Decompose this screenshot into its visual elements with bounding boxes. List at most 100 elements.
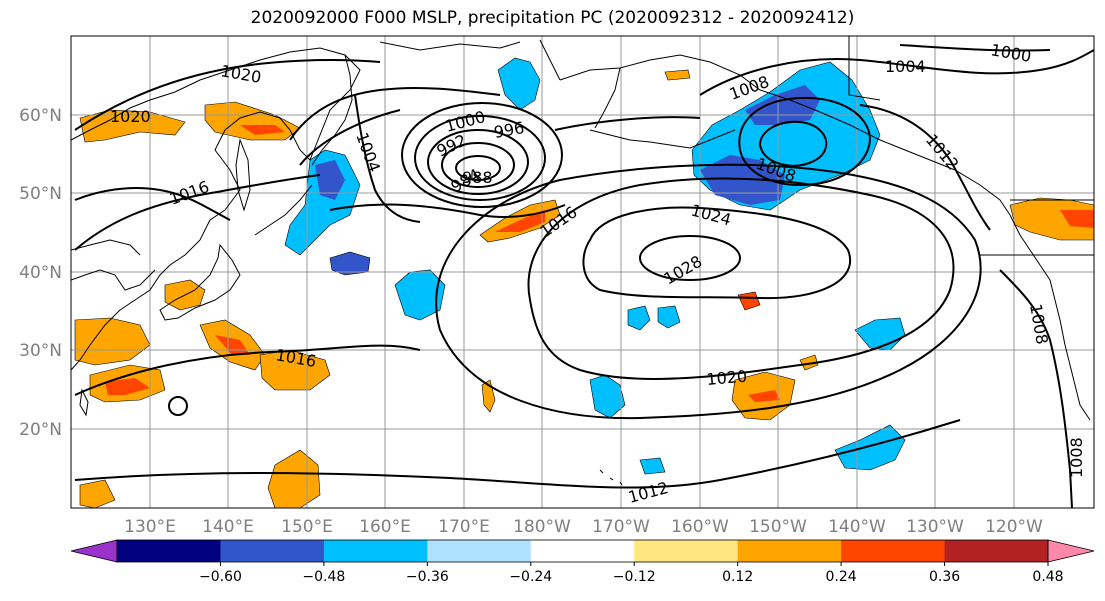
colorbar-tick-label: 0.12 bbox=[722, 569, 753, 585]
precip-red-east bbox=[748, 390, 780, 402]
kuril-coast bbox=[254, 184, 313, 236]
precip-orange-small5 bbox=[79, 479, 116, 508]
isobar-1012-b bbox=[554, 116, 701, 131]
colorbar-tick-label: −0.12 bbox=[613, 569, 656, 585]
colorbar-extension-right bbox=[1047, 539, 1095, 563]
isobar-996 bbox=[414, 115, 546, 201]
alaska-coast bbox=[559, 54, 1011, 216]
lon-label: 140°W bbox=[828, 517, 886, 537]
isobar-1016-w bbox=[74, 174, 321, 251]
precip-red-nw2 bbox=[240, 125, 285, 135]
isobar-1008-ak bbox=[738, 96, 872, 187]
lon-label: 130°E bbox=[124, 517, 176, 537]
precip-red-bc bbox=[1060, 210, 1094, 228]
lat-label: 60°N bbox=[19, 106, 62, 126]
lon-label: 150°E bbox=[281, 517, 333, 537]
lon-label: 120°W bbox=[985, 517, 1043, 537]
isobars bbox=[74, 44, 1094, 508]
colorbar-tick-label: −0.60 bbox=[199, 569, 242, 585]
isobar-1016-nw2 bbox=[74, 187, 231, 221]
sakhalin-coast bbox=[235, 138, 251, 212]
isobar-992 bbox=[427, 129, 529, 195]
isobar-1008-e bbox=[999, 269, 1073, 508]
isobar-1004-ak bbox=[758, 120, 828, 167]
lon-label: 130°W bbox=[906, 517, 964, 537]
precip-blue-small3 bbox=[639, 457, 666, 475]
china-coast3 bbox=[71, 239, 141, 256]
asia-coast bbox=[71, 47, 361, 371]
china-coast2 bbox=[71, 269, 156, 291]
lat-label: 20°N bbox=[19, 420, 62, 440]
lat-label: 40°N bbox=[19, 263, 62, 283]
precip-orange-sw bbox=[74, 317, 151, 366]
isobar-label: 1020 bbox=[706, 367, 748, 389]
isobar-988 bbox=[441, 142, 515, 188]
siberia-coast bbox=[379, 41, 521, 51]
precip-blue-north bbox=[497, 57, 541, 111]
isobar-1008-nw bbox=[289, 86, 501, 141]
colorbar-tick-label: 0.48 bbox=[1032, 569, 1063, 585]
lon-label: 180°W bbox=[513, 517, 571, 537]
isobar-label: 1008 bbox=[1067, 437, 1086, 478]
isobar-984 bbox=[455, 155, 501, 181]
isobar-1004-w bbox=[354, 94, 421, 223]
colorbar-segment bbox=[220, 540, 325, 562]
colorbar-segment bbox=[323, 540, 428, 562]
lat-label: 50°N bbox=[19, 184, 62, 204]
na-border bbox=[848, 36, 1094, 256]
isobar-1000 bbox=[401, 102, 563, 208]
isobar-1028 bbox=[639, 235, 741, 281]
precip-darkblue-kamchatka bbox=[315, 160, 345, 200]
lon-label: 140°E bbox=[202, 517, 254, 537]
lon-label: 170°W bbox=[592, 517, 650, 537]
isobar-1012-n bbox=[299, 109, 401, 166]
colorbar-segment bbox=[634, 540, 739, 562]
precip-blue-small2 bbox=[657, 305, 681, 329]
isobar-1020-w bbox=[74, 59, 381, 131]
precip-orange-small bbox=[737, 291, 761, 311]
colorbar-segment bbox=[944, 540, 1049, 562]
isobar-1016-c bbox=[329, 203, 566, 218]
isobar-label: 1020 bbox=[110, 107, 151, 126]
isobar-1020 bbox=[527, 177, 955, 380]
lon-label: 160°E bbox=[359, 517, 411, 537]
lon-label: 150°W bbox=[749, 517, 807, 537]
isobar-1012-ne bbox=[859, 104, 991, 231]
kamchatka-coast bbox=[311, 54, 353, 166]
colorbar-tick-label: −0.48 bbox=[302, 569, 345, 585]
precipitation-fills bbox=[74, 57, 1094, 508]
isobar-1000-ne bbox=[899, 44, 1051, 52]
isobar-small-ring bbox=[168, 396, 188, 416]
latitude-labels: 60°N 50°N 40°N 30°N 20°N bbox=[19, 106, 62, 440]
precip-blue-small1 bbox=[627, 305, 651, 331]
colorbar-segment bbox=[530, 540, 635, 562]
longitude-labels: 130°E 140°E 150°E 160°E 170°E 180°W 170°… bbox=[124, 517, 1043, 537]
bering-coast bbox=[539, 39, 621, 129]
isobar-label: 1004 bbox=[885, 57, 926, 76]
isobar-1016-sw bbox=[74, 344, 421, 396]
colorbar-segment bbox=[117, 540, 221, 562]
precip-orange-bc bbox=[1009, 197, 1094, 241]
colorbar: −0.60 −0.48 −0.36 −0.24 −0.12 0.12 0.24 0.36 0.4… bbox=[70, 539, 1095, 585]
lon-label: 160°W bbox=[671, 517, 729, 537]
isobar-1024 bbox=[582, 206, 851, 300]
isobar-1004-ne bbox=[699, 49, 1094, 96]
taiwan-coast bbox=[79, 388, 89, 417]
japan-coast bbox=[159, 243, 241, 321]
na-west-coast bbox=[1009, 214, 1091, 421]
colorbar-tick-label: −0.24 bbox=[509, 569, 552, 585]
coastlines bbox=[71, 36, 1094, 486]
precip-red-sw2 bbox=[105, 378, 150, 395]
precip-orange-small2 bbox=[664, 69, 691, 81]
lon-label: 170°E bbox=[438, 517, 490, 537]
map-title: 2020092000 F000 MSLP, precipitation PC (… bbox=[250, 8, 855, 28]
precip-orange-nw bbox=[79, 109, 186, 143]
colorbar-segment bbox=[427, 540, 532, 562]
hawaii-dots bbox=[599, 469, 623, 486]
colorbar-tick-label: −0.36 bbox=[406, 569, 449, 585]
aleutian-chain bbox=[589, 129, 736, 149]
colorbar-segment bbox=[737, 540, 842, 562]
colorbar-tick-label: 0.24 bbox=[826, 569, 857, 585]
colorbar-extension-left bbox=[70, 539, 118, 563]
